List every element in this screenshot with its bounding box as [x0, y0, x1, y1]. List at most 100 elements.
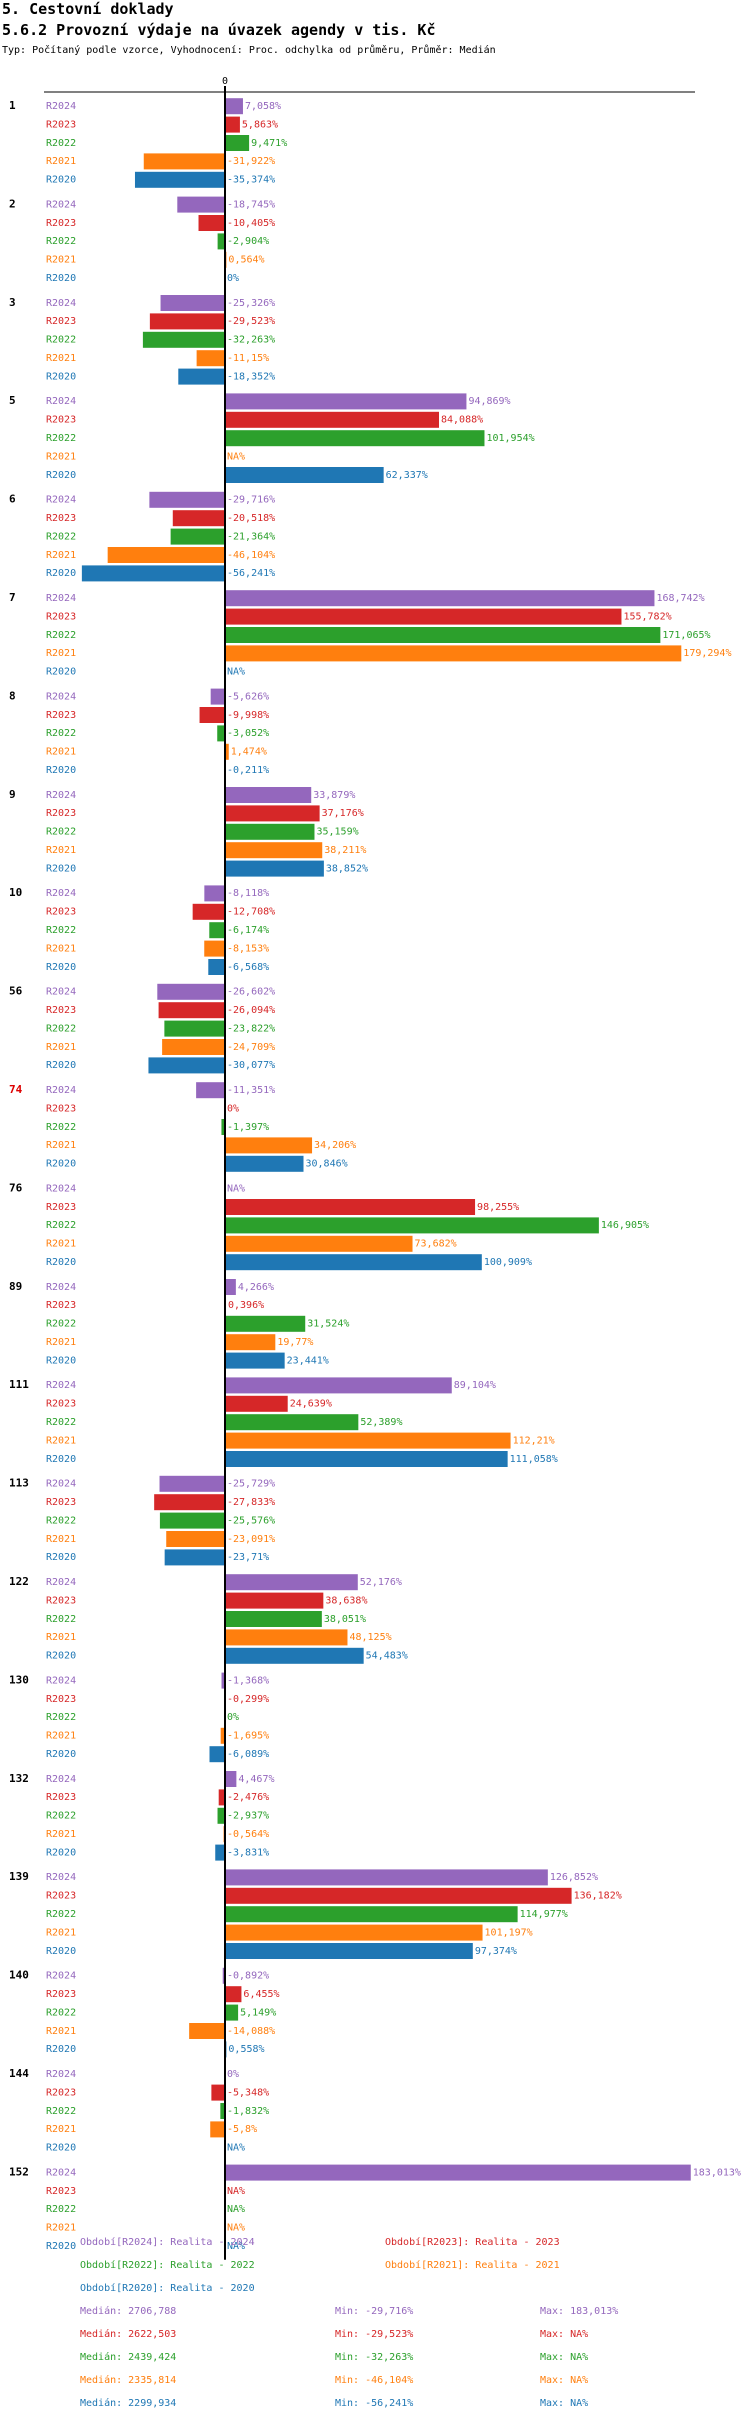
value-label: 183,013% — [693, 2167, 741, 2178]
bar — [225, 1451, 508, 1467]
series-label: R2023 — [46, 316, 76, 327]
series-label: R2020 — [46, 667, 76, 678]
value-label: -24,709% — [227, 1042, 275, 1053]
value-label: 0% — [227, 273, 239, 284]
bar — [225, 1592, 324, 1609]
value-label: -30,077% — [227, 1060, 275, 1071]
value-label: 111,058% — [510, 1454, 558, 1465]
series-label: R2020 — [46, 2241, 76, 2252]
section-title: 5. Cestovní doklady — [2, 0, 174, 18]
series-label: R2022 — [46, 2106, 76, 2117]
series-label: R2023 — [46, 1694, 76, 1705]
legend-min: Min: -29,716% — [335, 2306, 414, 2317]
value-label: NA% — [227, 451, 245, 462]
bar — [225, 1137, 313, 1154]
value-label: NA% — [227, 2204, 245, 2215]
value-label: -2,937% — [227, 1811, 269, 1822]
series-label: R2022 — [46, 1023, 76, 1034]
value-label: -21,364% — [227, 531, 275, 542]
value-label: 5,149% — [240, 2007, 276, 2018]
bar — [225, 98, 243, 115]
series-label: R2024 — [46, 495, 76, 506]
value-label: -26,094% — [227, 1005, 275, 1016]
bar — [225, 1647, 364, 1664]
series-label: R2021 — [46, 1140, 76, 1151]
bar — [225, 393, 467, 410]
bar — [225, 411, 440, 428]
value-label: -25,729% — [227, 1479, 275, 1490]
value-label: 73,682% — [415, 1239, 457, 1250]
value-label: -3,831% — [227, 1847, 269, 1858]
value-label: 0,564% — [228, 255, 264, 266]
value-label: -8,118% — [227, 888, 269, 899]
value-label: 126,852% — [550, 1872, 598, 1883]
value-label: -23,091% — [227, 1534, 275, 1545]
series-label: R2024 — [46, 987, 76, 998]
group-label: 111 — [9, 1378, 29, 1391]
value-label: 97,374% — [475, 1946, 517, 1957]
value-label: 5,863% — [242, 119, 278, 130]
bar — [148, 1057, 225, 1074]
series-label: R2022 — [46, 1614, 76, 1625]
bar — [217, 725, 225, 742]
bar — [225, 1943, 473, 1959]
value-label: -46,104% — [227, 550, 275, 561]
series-label: R2023 — [46, 1595, 76, 1606]
bar — [225, 116, 240, 133]
bar — [225, 1432, 511, 1449]
series-label: R2022 — [46, 1515, 76, 1526]
legend-max: Max: NA% — [540, 2329, 589, 2340]
value-label: 34,206% — [314, 1140, 356, 1151]
series-label: R2021 — [46, 1042, 76, 1053]
value-label: -1,695% — [227, 1731, 269, 1742]
series-label: R2022 — [46, 728, 76, 739]
value-label: -0,564% — [227, 1829, 269, 1840]
value-label: -11,15% — [227, 353, 269, 364]
series-label: R2023 — [46, 907, 76, 918]
series-label: R2023 — [46, 808, 76, 819]
bar — [225, 645, 682, 662]
value-label: 1,474% — [231, 747, 267, 758]
series-label: R2023 — [46, 1103, 76, 1114]
bar — [225, 1199, 476, 1215]
bar — [172, 510, 225, 527]
series-label: R2021 — [46, 1632, 76, 1643]
value-label: -3,052% — [227, 728, 269, 739]
bar — [217, 1807, 225, 1824]
bar — [225, 1924, 483, 1941]
series-label: R2020 — [46, 175, 76, 186]
series-label: R2024 — [46, 1675, 76, 1686]
value-label: 30,846% — [306, 1159, 348, 1170]
bar — [225, 1629, 348, 1646]
bar — [225, 823, 315, 840]
bar — [143, 153, 225, 170]
series-label: R2020 — [46, 1060, 76, 1071]
value-label: -20,518% — [227, 513, 275, 524]
group-label: 10 — [9, 886, 22, 899]
value-label: 146,905% — [601, 1220, 649, 1231]
bar — [198, 215, 225, 231]
bar — [154, 1494, 225, 1511]
series-label: R2020 — [46, 863, 76, 874]
value-label: 100,909% — [484, 1257, 532, 1268]
group-label: 74 — [9, 1083, 23, 1096]
value-label: -25,326% — [227, 298, 275, 309]
series-label: R2023 — [46, 1202, 76, 1213]
bar — [210, 2121, 225, 2138]
series-label: R2023 — [46, 1300, 76, 1311]
value-label: -1,832% — [227, 2106, 269, 2117]
bar — [225, 2004, 239, 2021]
series-label: R2020 — [46, 1651, 76, 1662]
value-label: 168,742% — [656, 593, 704, 604]
legend-median: Medián: 2335,814 — [80, 2375, 177, 2386]
series-label: R2020 — [46, 2143, 76, 2154]
series-label: R2021 — [46, 156, 76, 167]
series-label: R2021 — [46, 1731, 76, 1742]
series-label: R2024 — [46, 1577, 76, 1588]
value-label: 94,869% — [468, 396, 510, 407]
bar — [158, 1002, 225, 1019]
value-label: -8,153% — [227, 943, 269, 954]
value-label: 9,471% — [251, 138, 287, 149]
value-label: NA% — [227, 1183, 245, 1194]
series-label: R2020 — [46, 273, 76, 284]
